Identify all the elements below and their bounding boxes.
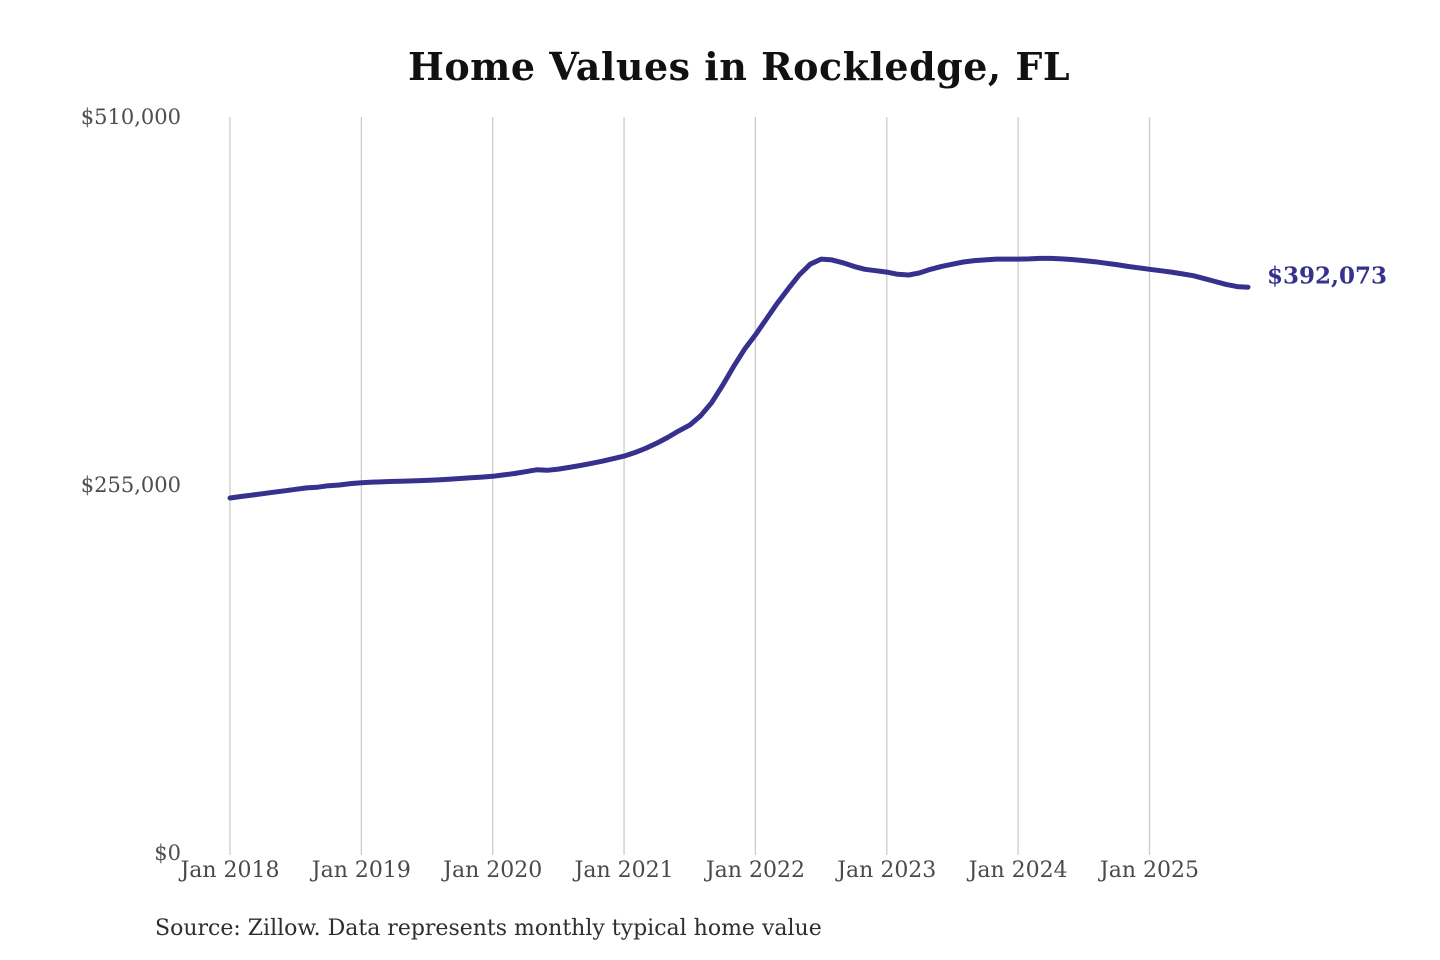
x-tick-label-2025-01: Jan 2025	[1099, 858, 1200, 883]
latest-value-label: $392,073	[1267, 262, 1388, 290]
home-value-series-line	[227, 255, 1251, 501]
x-tick-label-2023-01: Jan 2023	[837, 858, 937, 883]
x-tick-label-2024-01: Jan 2024	[968, 858, 1068, 883]
y-tick-label-510000: $510,000	[80, 105, 181, 129]
source-note: Source: Zillow. Data represents monthly …	[155, 916, 822, 941]
x-tick-label-2019-01: Jan 2019	[311, 858, 411, 883]
x-tick-label-2020-01: Jan 2020	[443, 858, 543, 883]
x-tick-label-2022-01: Jan 2022	[705, 858, 805, 883]
y-tick-label-0: $0	[154, 841, 181, 865]
x-tick-label-2021-01: Jan 2021	[574, 858, 674, 883]
vertical-gridlines	[229, 117, 1151, 855]
y-tick-label-255000: $255,000	[80, 473, 181, 497]
chart-title: Home Values in Rockledge, FL	[407, 44, 1071, 89]
x-tick-label-2018-01: Jan 2018	[180, 858, 280, 883]
